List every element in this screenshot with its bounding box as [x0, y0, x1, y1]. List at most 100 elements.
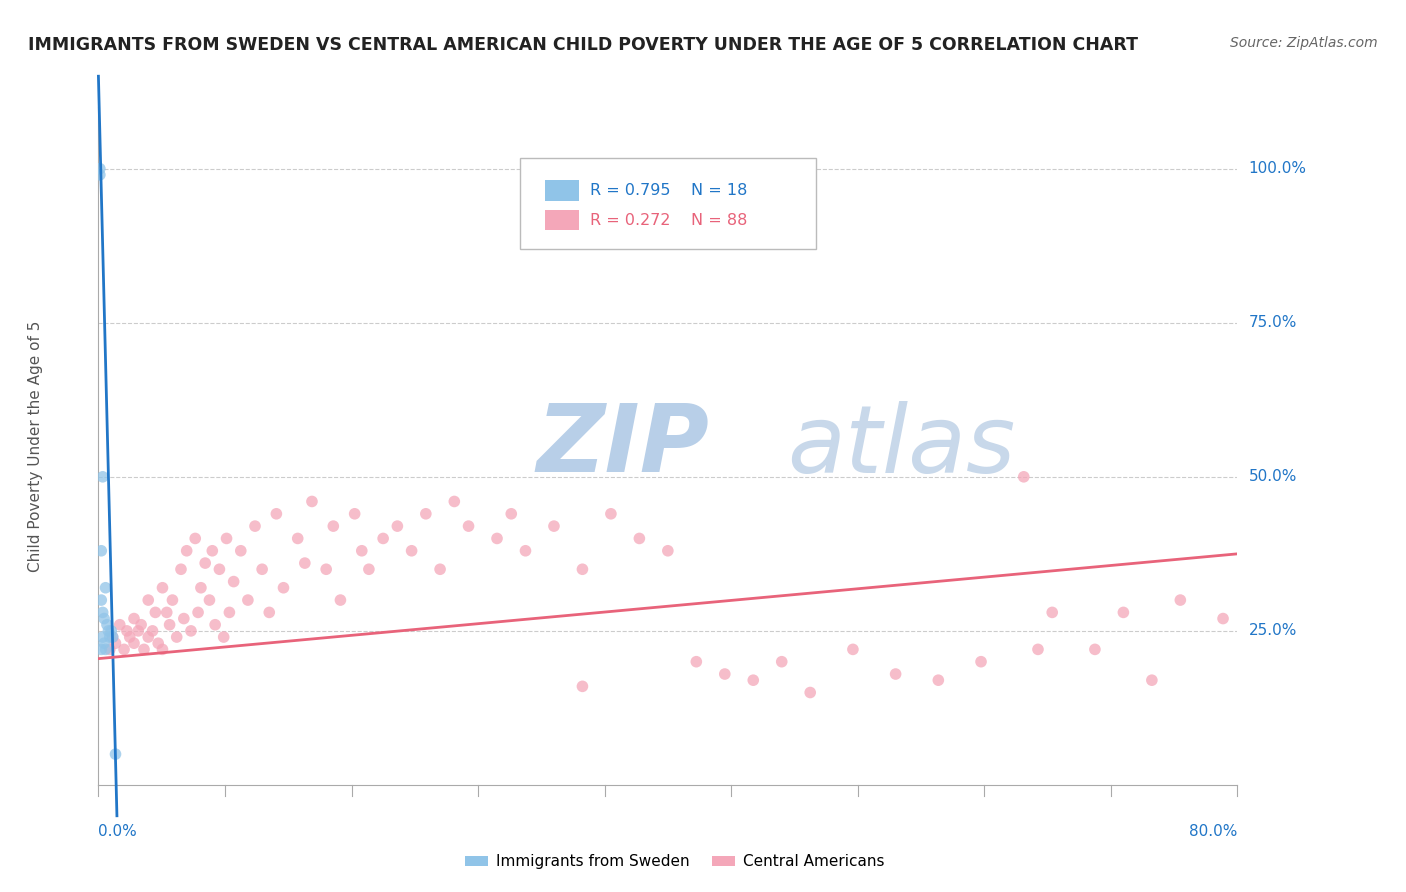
- Point: [166, 630, 188, 644]
- Point: [970, 655, 993, 669]
- Text: 0.0%: 0.0%: [98, 824, 138, 838]
- Point: [1084, 642, 1107, 657]
- Point: [108, 617, 131, 632]
- Point: [115, 624, 138, 638]
- Point: [91, 630, 114, 644]
- Point: [90, 593, 112, 607]
- Point: [132, 642, 155, 657]
- Point: [1026, 642, 1049, 657]
- Point: [1112, 606, 1135, 620]
- Bar: [546, 211, 579, 230]
- Point: [129, 617, 152, 632]
- Point: [343, 507, 366, 521]
- Point: [152, 581, 174, 595]
- Point: [842, 642, 865, 657]
- Legend: Immigrants from Sweden, Central Americans: Immigrants from Sweden, Central American…: [460, 848, 890, 875]
- Point: [94, 581, 117, 595]
- Text: 50.0%: 50.0%: [1249, 469, 1296, 484]
- Point: [204, 617, 226, 632]
- Point: [770, 655, 793, 669]
- Point: [173, 611, 195, 625]
- Point: [350, 543, 373, 558]
- FancyBboxPatch shape: [520, 158, 815, 250]
- Point: [101, 630, 124, 644]
- Point: [93, 636, 115, 650]
- Point: [104, 636, 127, 650]
- Point: [198, 593, 221, 607]
- Point: [884, 667, 907, 681]
- Point: [101, 630, 124, 644]
- Text: atlas: atlas: [787, 401, 1015, 491]
- Point: [208, 562, 231, 576]
- Point: [571, 562, 593, 576]
- Point: [156, 606, 179, 620]
- Point: [628, 532, 651, 546]
- Point: [122, 611, 145, 625]
- Point: [89, 161, 111, 176]
- Point: [201, 543, 224, 558]
- Text: R = 0.272    N = 88: R = 0.272 N = 88: [591, 213, 748, 227]
- Point: [148, 636, 170, 650]
- Point: [180, 624, 202, 638]
- Point: [236, 593, 259, 607]
- Point: [1012, 470, 1035, 484]
- Point: [141, 624, 163, 638]
- Point: [250, 562, 273, 576]
- Point: [315, 562, 337, 576]
- Point: [93, 611, 115, 625]
- Point: [96, 617, 118, 632]
- Point: [1212, 611, 1234, 625]
- Point: [159, 617, 181, 632]
- Point: [742, 673, 765, 688]
- Point: [127, 624, 149, 638]
- Point: [218, 606, 240, 620]
- Point: [176, 543, 198, 558]
- Point: [145, 606, 167, 620]
- Point: [259, 606, 281, 620]
- Point: [100, 624, 122, 638]
- Point: [501, 507, 523, 521]
- Point: [222, 574, 245, 589]
- Point: [515, 543, 537, 558]
- Point: [122, 636, 145, 650]
- Point: [571, 679, 593, 693]
- Point: [184, 532, 207, 546]
- Point: [429, 562, 451, 576]
- Point: [136, 630, 159, 644]
- Point: [373, 532, 395, 546]
- Point: [170, 562, 193, 576]
- Point: [415, 507, 437, 521]
- Text: IMMIGRANTS FROM SWEDEN VS CENTRAL AMERICAN CHILD POVERTY UNDER THE AGE OF 5 CORR: IMMIGRANTS FROM SWEDEN VS CENTRAL AMERIC…: [28, 36, 1137, 54]
- Point: [118, 630, 141, 644]
- Point: [486, 532, 509, 546]
- Point: [1140, 673, 1163, 688]
- Text: Child Poverty Under the Age of 5: Child Poverty Under the Age of 5: [28, 320, 44, 572]
- Point: [600, 507, 623, 521]
- Bar: [546, 180, 579, 201]
- Point: [322, 519, 344, 533]
- Point: [91, 606, 114, 620]
- Point: [136, 593, 159, 607]
- Point: [94, 642, 117, 657]
- Point: [294, 556, 316, 570]
- Point: [112, 642, 135, 657]
- Point: [657, 543, 679, 558]
- Point: [104, 747, 127, 761]
- Point: [243, 519, 266, 533]
- Point: [98, 630, 121, 644]
- Point: [401, 543, 423, 558]
- Point: [685, 655, 707, 669]
- Point: [301, 494, 323, 508]
- Point: [273, 581, 295, 595]
- Text: R = 0.795    N = 18: R = 0.795 N = 18: [591, 183, 748, 198]
- Point: [187, 606, 209, 620]
- Point: [162, 593, 184, 607]
- Point: [443, 494, 465, 508]
- Text: 75.0%: 75.0%: [1249, 315, 1296, 330]
- Point: [714, 667, 737, 681]
- Point: [97, 624, 120, 638]
- Point: [266, 507, 288, 521]
- Point: [212, 630, 235, 644]
- Point: [98, 642, 121, 657]
- Text: 100.0%: 100.0%: [1249, 161, 1306, 176]
